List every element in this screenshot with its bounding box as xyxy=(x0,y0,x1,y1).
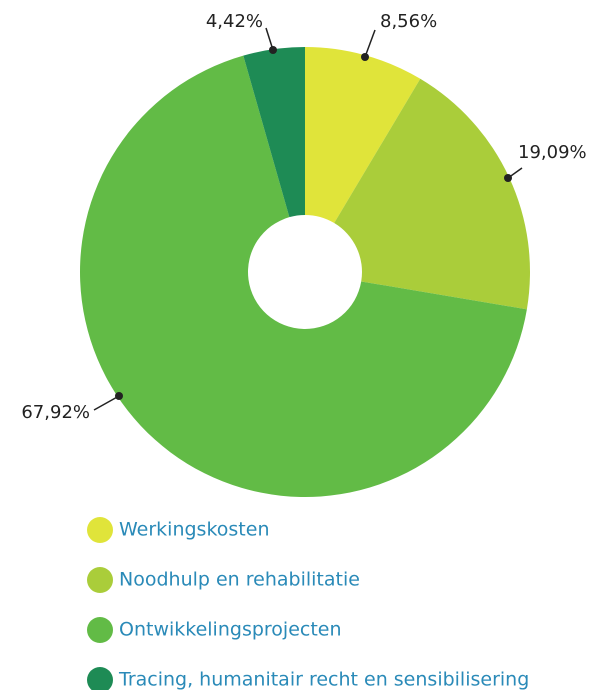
leader-dot xyxy=(504,174,512,182)
leader-line xyxy=(364,29,376,58)
legend-swatch xyxy=(87,567,113,593)
data-label: 19,09% xyxy=(518,142,587,163)
data-label: 4,42% xyxy=(206,11,263,32)
legend-label: Werkingskosten xyxy=(119,519,270,541)
legend-swatch xyxy=(87,617,113,643)
slice xyxy=(305,47,421,224)
slice xyxy=(334,78,530,310)
leader-dot xyxy=(361,53,369,61)
slice xyxy=(243,47,305,218)
leader-line xyxy=(93,395,120,411)
slice xyxy=(79,55,527,497)
legend-label: Noodhulp en rehabilitatie xyxy=(119,569,360,591)
leader-dot xyxy=(115,392,123,400)
leader-dot xyxy=(269,46,277,54)
data-label: 8,56% xyxy=(380,11,437,32)
legend-swatch xyxy=(87,517,113,543)
legend-label: Tracing, humanitair recht en sensibilise… xyxy=(118,669,529,690)
data-label: 67,92% xyxy=(21,402,90,423)
legend-swatch xyxy=(87,667,113,690)
legend-label: Ontwikkelingsprojecten xyxy=(119,619,342,641)
